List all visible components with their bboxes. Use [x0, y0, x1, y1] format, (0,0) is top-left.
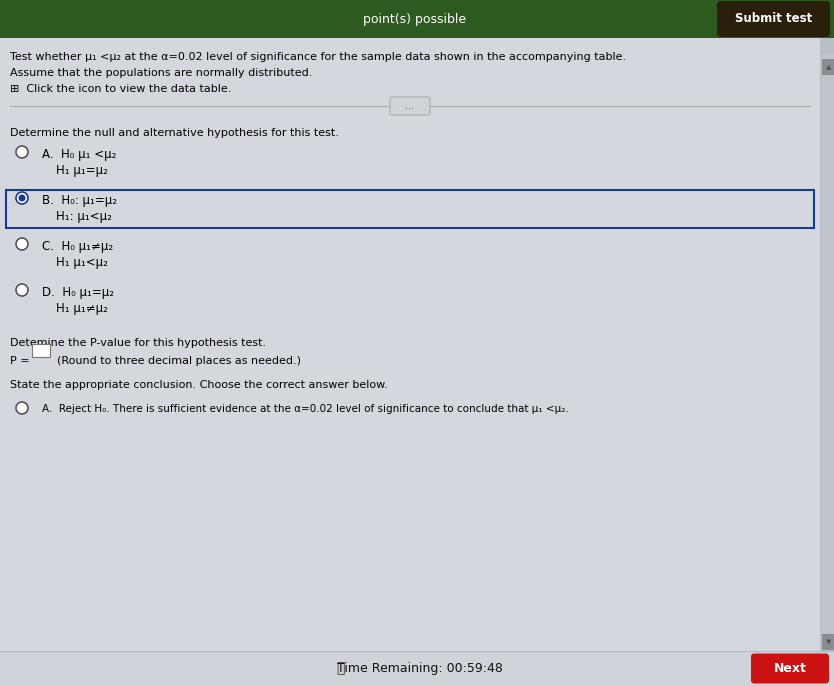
- FancyBboxPatch shape: [751, 654, 829, 683]
- Text: Test whether μ₁ <μ₂ at the α=0.02 level of significance for the sample data show: Test whether μ₁ <μ₂ at the α=0.02 level …: [10, 52, 626, 62]
- Text: H₁ μ₁<μ₂: H₁ μ₁<μ₂: [56, 256, 108, 269]
- Bar: [0, 38, 820, 651]
- Text: D.  H₀ μ₁=μ₂: D. H₀ μ₁=μ₂: [42, 286, 114, 299]
- Circle shape: [18, 195, 26, 202]
- Bar: [822, 59, 834, 75]
- Bar: [0, 651, 834, 686]
- Text: Assume that the populations are normally distributed.: Assume that the populations are normally…: [10, 68, 313, 78]
- Text: ▼: ▼: [826, 639, 831, 645]
- Text: B.  H₀: μ₁=μ₂: B. H₀: μ₁=μ₂: [42, 194, 117, 207]
- Text: P =: P =: [10, 356, 30, 366]
- Text: Next: Next: [774, 662, 806, 675]
- Text: H₁ μ₁≠μ₂: H₁ μ₁≠μ₂: [56, 302, 108, 315]
- Bar: [822, 54, 834, 635]
- Text: A.  Reject H₀. There is sufficient evidence at the α=0.02 level of significance : A. Reject H₀. There is sufficient eviden…: [42, 404, 569, 414]
- Text: Submit test: Submit test: [735, 12, 812, 25]
- Bar: [0, 0, 834, 38]
- FancyBboxPatch shape: [390, 97, 430, 115]
- Circle shape: [16, 192, 28, 204]
- Bar: [822, 634, 834, 650]
- Text: ...: ...: [405, 101, 414, 111]
- Text: Determine the null and alternative hypothesis for this test.: Determine the null and alternative hypot…: [10, 128, 339, 138]
- Text: ⏱: ⏱: [336, 661, 344, 676]
- FancyBboxPatch shape: [717, 1, 830, 37]
- Text: State the appropriate conclusion. Choose the correct answer below.: State the appropriate conclusion. Choose…: [10, 380, 388, 390]
- Text: A.  H₀ μ₁ <μ₂: A. H₀ μ₁ <μ₂: [42, 148, 117, 161]
- Circle shape: [16, 284, 28, 296]
- Text: ▲: ▲: [826, 64, 831, 70]
- Circle shape: [16, 402, 28, 414]
- Text: point(s) possible: point(s) possible: [364, 12, 466, 25]
- Bar: [32, 344, 50, 357]
- Bar: [820, 38, 834, 651]
- Circle shape: [16, 238, 28, 250]
- Bar: [6, 190, 814, 228]
- Text: ⊞  Click the icon to view the data table.: ⊞ Click the icon to view the data table.: [10, 84, 231, 94]
- Circle shape: [16, 146, 28, 158]
- Text: C.  H₀ μ₁≠μ₂: C. H₀ μ₁≠μ₂: [42, 240, 113, 253]
- Text: H₁ μ₁=μ₂: H₁ μ₁=μ₂: [56, 164, 108, 177]
- Text: (Round to three decimal places as needed.): (Round to three decimal places as needed…: [57, 356, 301, 366]
- Text: Detemine the P-value for this hypothesis test.: Detemine the P-value for this hypothesis…: [10, 338, 266, 348]
- Text: Time Remaining: 00:59:48: Time Remaining: 00:59:48: [337, 662, 503, 675]
- Text: H₁: μ₁<μ₂: H₁: μ₁<μ₂: [56, 210, 112, 223]
